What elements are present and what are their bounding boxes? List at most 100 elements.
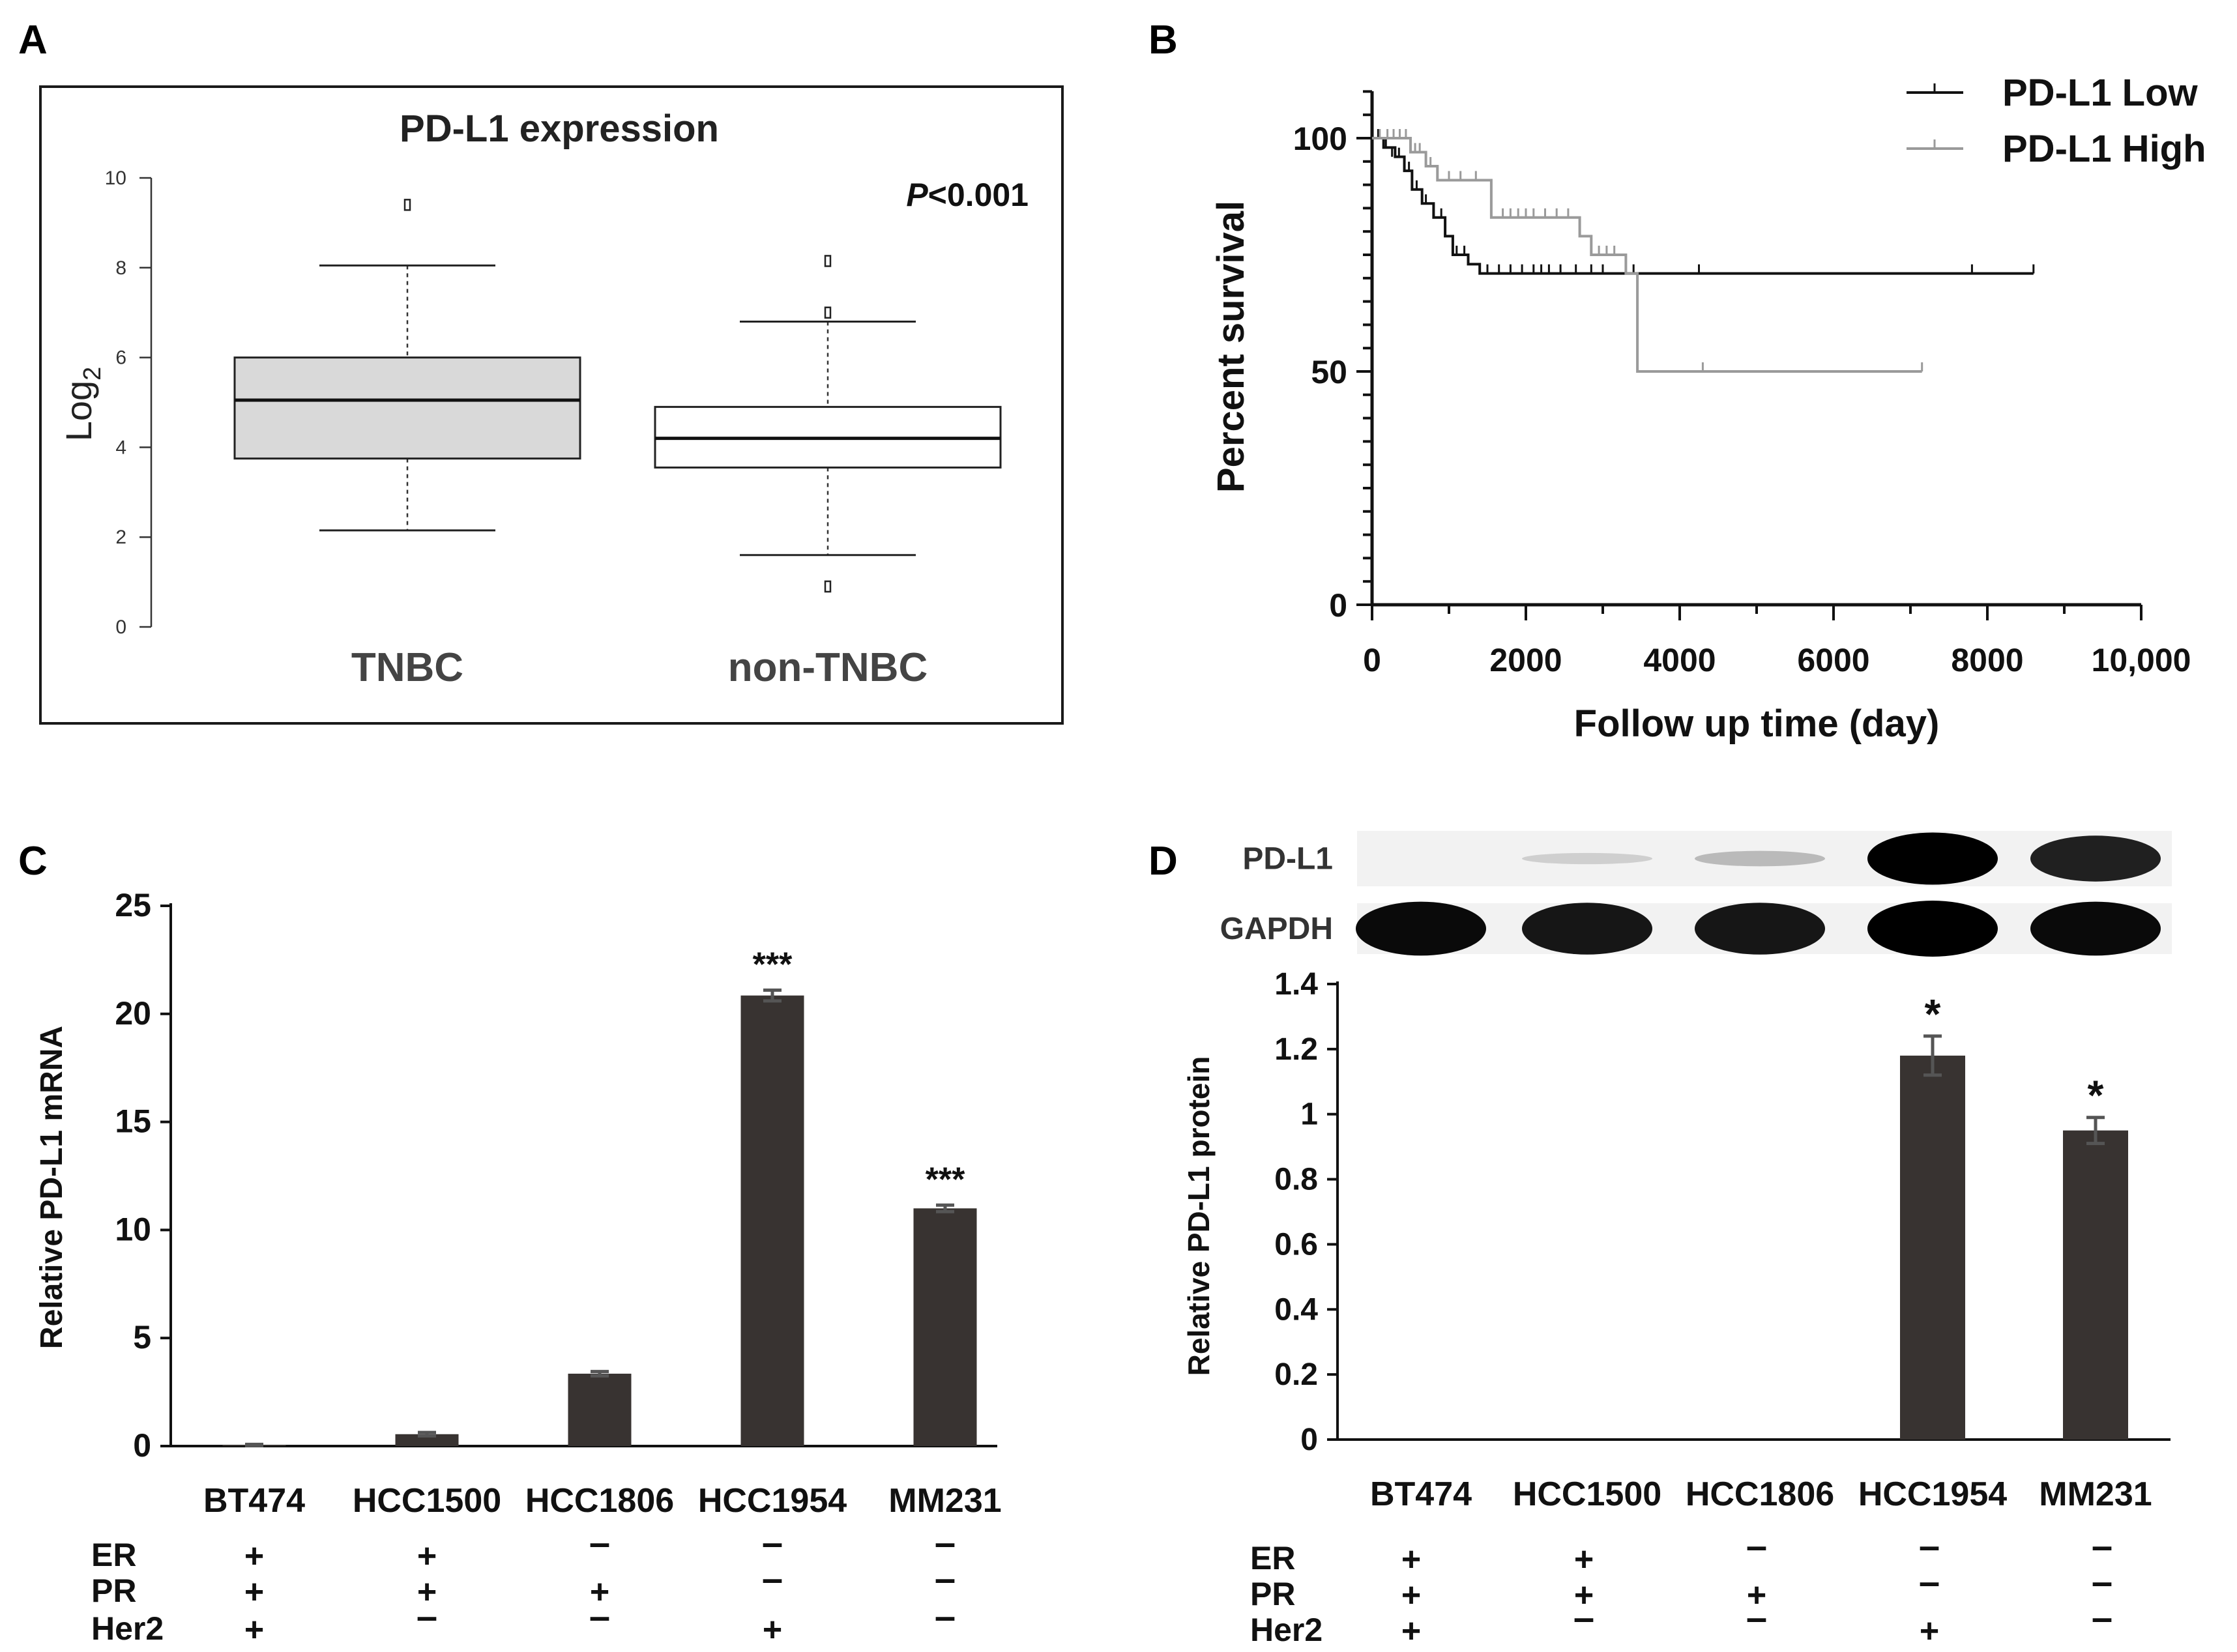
panel-c-ylabel: Relative PD-L1 mRNA xyxy=(35,1026,69,1349)
d-y-tick-label: 0 xyxy=(1300,1423,1318,1457)
d-blot-band-pd-l1 xyxy=(2030,835,2161,882)
c-category-label-hcc1954: HCC1954 xyxy=(698,1482,847,1520)
d-bar-mm231 xyxy=(2063,1130,2128,1440)
d-blot-label-pd-l1: PD-L1 xyxy=(1242,842,1333,877)
c-y-tick-label: 5 xyxy=(133,1319,151,1355)
d-table-cell-plus: + xyxy=(1747,1576,1766,1614)
d-table-cell-minus: – xyxy=(2092,1597,2113,1639)
a-outlier-non-tnbc xyxy=(824,255,832,267)
c-y-tick-label: 0 xyxy=(133,1427,151,1464)
c-bar-hcc1954 xyxy=(740,995,804,1446)
d-blot-band-pd-l1 xyxy=(1695,850,1825,867)
d-table-row-label-er: ER xyxy=(1250,1540,1295,1576)
d-category-label-hcc1500: HCC1500 xyxy=(1513,1475,1661,1513)
c-table-cell-minus: – xyxy=(417,1595,437,1638)
b-x-tick-label: 4000 xyxy=(1643,642,1716,678)
d-table-cell-plus: + xyxy=(1574,1541,1594,1578)
c-y-tick-label: 15 xyxy=(115,1103,151,1140)
d-table-cell-plus: + xyxy=(1574,1576,1594,1614)
c-category-label-mm231: MM231 xyxy=(888,1482,1001,1520)
c-table-row-label-her2: Her2 xyxy=(91,1610,164,1647)
d-y-tick-label: 1.2 xyxy=(1274,1032,1318,1067)
c-table-cell-plus: + xyxy=(763,1611,782,1649)
c-category-label-hcc1806: HCC1806 xyxy=(525,1482,674,1520)
d-category-label-hcc1954: HCC1954 xyxy=(1858,1475,2007,1513)
d-blot-band-gapdh xyxy=(1356,901,1486,956)
c-table-cell-plus: + xyxy=(244,1611,264,1649)
panel-b-ylabel: Percent survival xyxy=(1210,201,1252,493)
d-table-cell-minus: – xyxy=(1746,1597,1767,1639)
b-legend-label-pd-l1-low: PD-L1 Low xyxy=(2002,72,2199,114)
b-x-tick-label: 8000 xyxy=(1951,642,2023,678)
b-x-tick-label: 6000 xyxy=(1797,642,1869,678)
c-y-tick-label: 20 xyxy=(115,995,151,1032)
d-significance-mm231: * xyxy=(2088,1072,2104,1119)
panel-d-ylabel: Relative PD-L1 protein xyxy=(1182,1056,1216,1376)
panel-letter-d: D xyxy=(1148,839,1178,884)
a-y-tick-label: 4 xyxy=(115,437,126,458)
d-table-cell-minus: – xyxy=(2092,1561,2113,1603)
panel-d-protein-bars: PD-L1 GAPDH Relative PD-L1 protein 0 0.2 0.… xyxy=(1182,831,2172,1650)
panel-b-xlabel: Follow up time (day) xyxy=(1574,703,1940,745)
a-outlier-non-tnbc xyxy=(824,306,832,319)
d-table-row-label-her2: Her2 xyxy=(1250,1612,1323,1648)
b-x-tick-label: 0 xyxy=(1363,642,1381,678)
a-box-tnbc xyxy=(233,356,581,460)
d-bar-hcc1954 xyxy=(1900,1055,1965,1440)
d-y-tick-label: 0.2 xyxy=(1274,1357,1318,1392)
panel-letter-a: A xyxy=(18,18,48,63)
c-table-cell-minus: – xyxy=(589,1522,610,1564)
c-significance-hcc1954: *** xyxy=(753,946,793,983)
c-bar-hcc1806 xyxy=(568,1373,632,1446)
c-table-cell-minus: – xyxy=(589,1595,610,1638)
c-table-row-label-er: ER xyxy=(91,1537,136,1573)
d-table-cell-minus: – xyxy=(1919,1561,1940,1603)
d-blot-band-gapdh xyxy=(1695,903,1825,955)
c-table-cell-plus: + xyxy=(417,1537,437,1575)
panel-a-pvalue: P<0.001 xyxy=(906,177,1029,213)
c-table-cell-minus: – xyxy=(935,1595,956,1638)
b-x-tick-label: 10,000 xyxy=(2092,642,2191,678)
b-x-tick-label: 2000 xyxy=(1489,642,1562,678)
c-category-label-bt474: BT474 xyxy=(203,1482,305,1520)
c-table-cell-minus: – xyxy=(762,1558,783,1600)
d-category-label-hcc1806: HCC1806 xyxy=(1686,1475,1834,1513)
a-y-tick-label: 10 xyxy=(105,167,126,189)
c-bar-hcc1500 xyxy=(395,1434,459,1446)
a-group-label-tnbc: TNBC xyxy=(351,645,463,690)
panel-a-title: PD-L1 expression xyxy=(400,108,719,150)
d-significance-hcc1954: * xyxy=(1925,991,1941,1037)
c-bar-mm231 xyxy=(913,1208,977,1446)
d-table-cell-plus: + xyxy=(1401,1576,1421,1614)
a-outlier-tnbc xyxy=(403,199,411,211)
d-table-cell-plus: + xyxy=(1401,1541,1421,1578)
a-group-label-non-tnbc: non-TNBC xyxy=(728,645,928,690)
c-category-label-hcc1500: HCC1500 xyxy=(353,1482,501,1520)
c-table-cell-plus: + xyxy=(417,1573,437,1611)
d-table-cell-minus: – xyxy=(1919,1525,1940,1567)
d-table-cell-plus: + xyxy=(1920,1612,1939,1650)
d-y-tick-label: 0.6 xyxy=(1274,1227,1318,1262)
panel-a-frame xyxy=(39,85,1064,725)
c-table-cell-minus: – xyxy=(762,1522,783,1564)
pvalue-rest: <0.001 xyxy=(928,177,1029,213)
panel-letter-c: C xyxy=(18,839,48,884)
b-y-tick-label: 50 xyxy=(1311,354,1347,390)
d-y-tick-label: 0.4 xyxy=(1274,1292,1318,1327)
c-table-cell-plus: + xyxy=(244,1537,264,1575)
a-y-tick-label: 0 xyxy=(115,616,126,638)
c-table-cell-plus: + xyxy=(244,1573,264,1611)
d-table-cell-plus: + xyxy=(1401,1612,1421,1650)
d-y-tick-label: 1.4 xyxy=(1274,967,1318,1002)
c-table-cell-minus: – xyxy=(935,1522,956,1564)
a-outlier-non-tnbc xyxy=(824,580,832,593)
d-blot-band-pd-l1 xyxy=(1867,832,1998,885)
d-blot-band-gapdh xyxy=(1522,903,1652,955)
c-table-cell-plus: + xyxy=(590,1573,609,1611)
d-table-cell-minus: – xyxy=(1746,1525,1767,1567)
pvalue-p: P xyxy=(906,177,928,213)
a-y-tick-label: 8 xyxy=(115,257,126,279)
d-y-tick-label: 1 xyxy=(1300,1097,1318,1132)
